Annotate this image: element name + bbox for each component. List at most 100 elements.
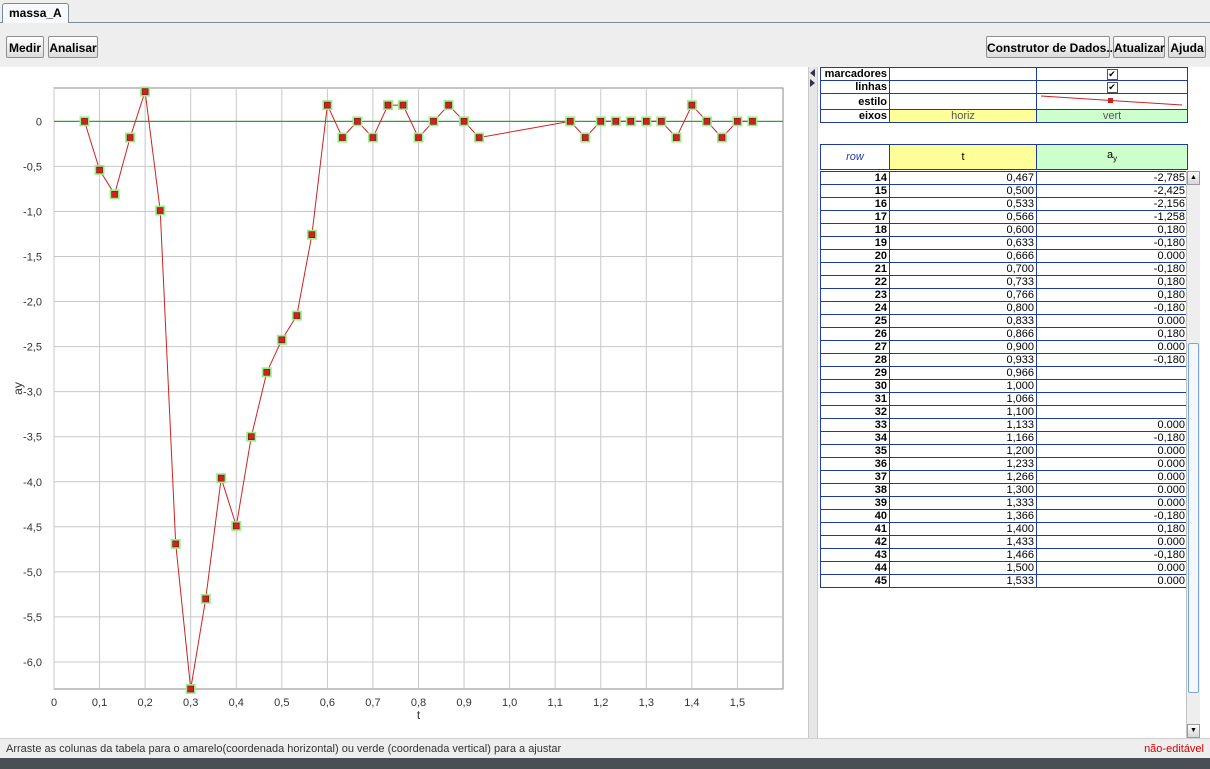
t-value-cell[interactable]: 0,800 bbox=[889, 301, 1037, 315]
tab-massa-a[interactable]: massa_A bbox=[2, 3, 69, 23]
ay-value-cell[interactable] bbox=[1036, 392, 1188, 406]
data-point[interactable] bbox=[217, 474, 225, 482]
ay-value-cell[interactable]: -2,785 bbox=[1036, 171, 1188, 185]
table-row[interactable]: 27 0,900 0.000 bbox=[820, 340, 1188, 354]
table-row[interactable]: 14 0,467 -2,785 bbox=[820, 171, 1188, 185]
table-row[interactable]: 20 0,666 0.000 bbox=[820, 249, 1188, 263]
data-point[interactable] bbox=[202, 595, 210, 603]
ay-value-cell[interactable]: 0.000 bbox=[1036, 535, 1188, 549]
data-point[interactable] bbox=[597, 118, 605, 125]
ay-value-cell[interactable]: 0,180 bbox=[1036, 223, 1188, 237]
data-point[interactable] bbox=[247, 433, 255, 441]
ay-value-cell[interactable]: 0.000 bbox=[1036, 496, 1188, 510]
ay-value-cell[interactable]: 0,180 bbox=[1036, 275, 1188, 289]
refresh-button[interactable]: Atualizar bbox=[1113, 36, 1165, 58]
data-point[interactable] bbox=[81, 118, 88, 125]
data-point[interactable] bbox=[612, 118, 620, 125]
data-point[interactable] bbox=[445, 101, 452, 109]
table-row[interactable]: 21 0,700 -0,180 bbox=[820, 262, 1188, 276]
table-row[interactable]: 17 0,566 -1,258 bbox=[820, 210, 1188, 224]
ay-value-cell[interactable]: 0.000 bbox=[1036, 574, 1188, 588]
data-point[interactable] bbox=[384, 101, 392, 109]
t-value-cell[interactable]: 0,467 bbox=[889, 171, 1037, 185]
data-point[interactable] bbox=[172, 540, 179, 548]
ay-value-cell[interactable]: 0,180 bbox=[1036, 522, 1188, 536]
axis-horiz-cell[interactable]: horiz bbox=[889, 109, 1037, 123]
data-point[interactable] bbox=[324, 101, 331, 109]
collapse-right-icon[interactable] bbox=[810, 79, 815, 87]
table-row[interactable]: 40 1,366 -0,180 bbox=[820, 509, 1188, 523]
table-row[interactable]: 24 0,800 -0,180 bbox=[820, 301, 1188, 315]
table-row[interactable]: 37 1,266 0.000 bbox=[820, 470, 1188, 484]
t-value-cell[interactable]: 0,933 bbox=[889, 353, 1037, 367]
t-value-cell[interactable]: 0,866 bbox=[889, 327, 1037, 341]
t-value-cell[interactable]: 0,733 bbox=[889, 275, 1037, 289]
t-value-cell[interactable]: 0,700 bbox=[889, 262, 1037, 276]
table-row[interactable]: 41 1,400 0,180 bbox=[820, 522, 1188, 536]
ay-column-header[interactable]: ay bbox=[1036, 144, 1188, 170]
data-point[interactable] bbox=[643, 118, 650, 125]
ay-value-cell[interactable]: -0,180 bbox=[1036, 509, 1188, 523]
scroll-up-icon[interactable]: ▲ bbox=[1187, 171, 1200, 185]
t-value-cell[interactable]: 1,166 bbox=[889, 431, 1037, 445]
ay-value-cell[interactable] bbox=[1036, 366, 1188, 380]
t-value-cell[interactable]: 0,900 bbox=[889, 340, 1037, 354]
table-row[interactable]: 32 1,100 bbox=[820, 405, 1188, 419]
data-point[interactable] bbox=[415, 134, 422, 141]
ay-value-cell[interactable]: 0.000 bbox=[1036, 314, 1188, 328]
scroll-down-icon[interactable]: ▼ bbox=[1187, 724, 1200, 738]
data-point[interactable] bbox=[703, 118, 711, 125]
ay-value-cell[interactable]: 0,180 bbox=[1036, 288, 1188, 302]
data-point[interactable] bbox=[278, 336, 286, 344]
data-point[interactable] bbox=[627, 118, 635, 125]
ay-value-cell[interactable]: -2,425 bbox=[1036, 184, 1188, 198]
t-value-cell[interactable]: 0,500 bbox=[889, 184, 1037, 198]
ay-value-cell[interactable]: 0.000 bbox=[1036, 457, 1188, 471]
ay-value-cell[interactable]: -0,180 bbox=[1036, 548, 1188, 562]
t-value-cell[interactable]: 0,966 bbox=[889, 366, 1037, 380]
table-row[interactable]: 33 1,133 0.000 bbox=[820, 418, 1188, 432]
t-value-cell[interactable]: 0,766 bbox=[889, 288, 1037, 302]
data-table[interactable]: 14 0,467 -2,785 15 0,500 -2,425 16 0,533 -2,156 1… bbox=[820, 171, 1188, 588]
data-point[interactable] bbox=[399, 101, 407, 109]
t-value-cell[interactable]: 1,466 bbox=[889, 548, 1037, 562]
t-value-cell[interactable]: 0,633 bbox=[889, 236, 1037, 250]
ay-value-cell[interactable]: 0.000 bbox=[1036, 418, 1188, 432]
table-row[interactable]: 15 0,500 -2,425 bbox=[820, 184, 1188, 198]
panel-splitter[interactable] bbox=[808, 67, 818, 738]
data-point[interactable] bbox=[232, 522, 240, 530]
table-row[interactable]: 44 1,500 0.000 bbox=[820, 561, 1188, 575]
ay-value-cell[interactable]: 0.000 bbox=[1036, 249, 1188, 263]
help-button[interactable]: Ajuda bbox=[1168, 36, 1206, 58]
t-value-cell[interactable]: 1,300 bbox=[889, 483, 1037, 497]
data-point[interactable] bbox=[141, 88, 149, 95]
table-scrollbar[interactable]: ▲ ▼ bbox=[1186, 171, 1200, 738]
t-value-cell[interactable]: 1,233 bbox=[889, 457, 1037, 471]
data-point[interactable] bbox=[688, 101, 696, 109]
t-value-cell[interactable]: 1,500 bbox=[889, 561, 1037, 575]
ay-value-cell[interactable]: -0,180 bbox=[1036, 262, 1188, 276]
t-value-cell[interactable]: 0,600 bbox=[889, 223, 1037, 237]
ay-value-cell[interactable]: -1,258 bbox=[1036, 210, 1188, 224]
t-value-cell[interactable]: 0,566 bbox=[889, 210, 1037, 224]
table-row[interactable]: 18 0,600 0,180 bbox=[820, 223, 1188, 237]
t-value-cell[interactable]: 1,000 bbox=[889, 379, 1037, 393]
table-row[interactable]: 19 0,633 -0,180 bbox=[820, 236, 1188, 250]
table-row[interactable]: 23 0,766 0,180 bbox=[820, 288, 1188, 302]
ay-value-cell[interactable]: -0,180 bbox=[1036, 353, 1188, 367]
data-point[interactable] bbox=[111, 191, 118, 198]
ay-value-cell[interactable] bbox=[1036, 405, 1188, 419]
ay-value-cell[interactable]: 0.000 bbox=[1036, 470, 1188, 484]
row-column-header[interactable]: row bbox=[820, 144, 890, 170]
data-point[interactable] bbox=[187, 685, 194, 693]
table-row[interactable]: 22 0,733 0,180 bbox=[820, 275, 1188, 289]
ay-value-cell[interactable]: 0.000 bbox=[1036, 561, 1188, 575]
table-row[interactable]: 31 1,066 bbox=[820, 392, 1188, 406]
ay-value-cell[interactable]: -0,180 bbox=[1036, 301, 1188, 315]
table-row[interactable]: 45 1,533 0.000 bbox=[820, 574, 1188, 588]
data-point[interactable] bbox=[354, 118, 361, 125]
table-row[interactable]: 30 1,000 bbox=[820, 379, 1188, 393]
data-point[interactable] bbox=[369, 134, 377, 141]
table-row[interactable]: 29 0,966 bbox=[820, 366, 1188, 380]
scrollbar-thumb[interactable] bbox=[1188, 343, 1199, 693]
